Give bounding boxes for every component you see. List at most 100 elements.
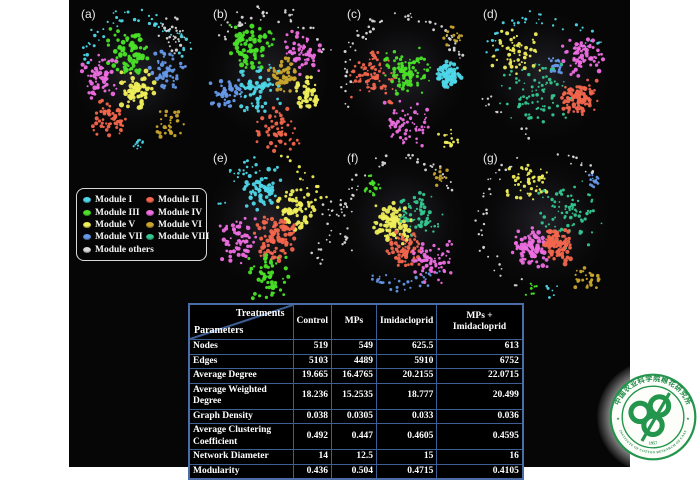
value-cell: 0.036 <box>436 408 524 424</box>
legend-item-label: Module VI <box>158 219 202 230</box>
network-scatter <box>217 154 334 301</box>
cotton-flower-monogram-icon <box>628 392 672 442</box>
value-cell: 5103 <box>292 353 332 369</box>
legend-swatch-icon <box>83 246 91 253</box>
value-cell: 19.665 <box>292 368 332 384</box>
panel-label-e: (e) <box>213 151 228 165</box>
panel-label-g: (g) <box>483 151 498 165</box>
legend-item-label: Module VII <box>95 232 143 243</box>
value-cell: 15 <box>375 449 438 465</box>
value-cell: 549 <box>331 339 377 355</box>
panel-label-a: (a) <box>81 7 96 21</box>
logo-star-left-icon: ★ <box>616 416 620 421</box>
value-cell: 0.492 <box>292 423 332 450</box>
value-cell: 0.4605 <box>375 423 438 450</box>
legend-item: Module III <box>83 206 145 218</box>
value-cell: 0.504 <box>331 463 377 480</box>
value-cell: 0.436 <box>292 463 332 480</box>
value-cell: 5910 <box>375 353 438 369</box>
value-cell: 16 <box>436 449 524 465</box>
network-table: Treatments Parameters Control MPs Imidac… <box>188 303 524 480</box>
column-header-mps-imidacloprid: MPs + Imidacloprid <box>436 303 524 340</box>
parameter-cell: Average Clustering Coefficient <box>188 423 294 450</box>
logo-emblem-icon: 中国农业科学院棉花研究所 INSTITUTE OF COTTON RESEARC… <box>609 373 697 461</box>
network-scatter <box>335 153 454 293</box>
value-cell: 0.4595 <box>436 423 524 450</box>
value-cell: 0.038 <box>292 408 332 424</box>
legend-item-label: Module III <box>95 207 140 218</box>
legend-item: Module I <box>83 194 145 206</box>
table-body: Nodes 519 549 625.5 613 Edges 5103 4489 5910 6752… <box>188 339 524 480</box>
parameter-cell: Network Diameter <box>188 449 294 465</box>
value-cell: 12.5 <box>331 449 377 465</box>
logo-star-right-icon: ★ <box>686 416 690 421</box>
corner-label-parameters: Parameters <box>194 324 244 336</box>
panel-label-f: (f) <box>347 151 359 165</box>
value-cell: 0.033 <box>375 408 438 424</box>
legend-item: Module II <box>146 194 209 206</box>
network-panel-e: (e) <box>201 148 335 301</box>
legend-item-label: Module I <box>95 195 133 206</box>
table-row: Graph Density 0.038 0.0305 0.033 0.036 <box>188 408 524 424</box>
value-cell: 16.4765 <box>331 368 377 384</box>
network-panel-c: (c) <box>335 4 471 148</box>
corner-label-treatments: Treatments <box>235 308 285 319</box>
parameter-cell: Modularity <box>188 463 294 480</box>
legend-item-label: Module VIII <box>158 232 210 243</box>
legend-items: Module I Module II Module III Module IV Modu… <box>83 194 209 256</box>
parameter-cell: Graph Density <box>188 408 294 424</box>
legend-item-label: Module others <box>95 244 154 255</box>
parameter-cell: Average Weighted Degree <box>188 382 294 410</box>
value-cell: 14 <box>292 449 332 465</box>
parameter-cell: Average Degree <box>188 368 294 384</box>
legend-item: Module others <box>83 244 154 256</box>
legend-item-label: Module V <box>95 219 136 230</box>
legend-swatch-icon <box>146 209 154 216</box>
network-scatter <box>208 5 332 153</box>
table-row: Network Diameter 14 12.5 15 16 <box>188 449 524 465</box>
value-cell: 0.0305 <box>331 408 377 424</box>
value-cell: 20.2155 <box>375 368 438 384</box>
value-cell: 15.2535 <box>331 382 377 410</box>
value-cell: 0.4715 <box>375 463 438 480</box>
value-cell: 625.5 <box>375 339 438 355</box>
panel-label-c: (c) <box>347 7 361 21</box>
value-cell: 0.447 <box>331 423 377 450</box>
value-cell: 18.777 <box>375 382 438 410</box>
network-scatter <box>79 8 193 150</box>
legend-item-label: Module II <box>158 195 199 206</box>
network-panel-d: (d) <box>471 4 617 146</box>
table-header-row: Treatments Parameters Control MPs Imidac… <box>188 303 524 340</box>
value-cell: 519 <box>292 339 332 355</box>
legend: Module I Module II Module III Module IV Modu… <box>76 188 209 261</box>
value-cell: 6752 <box>436 353 524 369</box>
legend-swatch-icon <box>83 234 91 241</box>
logo-year: 1957 <box>649 441 657 446</box>
column-header-imidacloprid: Imidacloprid <box>375 303 438 340</box>
table-row: Average Weighted Degree 18.236 15.2535 18.7… <box>188 382 524 410</box>
legend-swatch-icon <box>146 197 154 204</box>
legend-swatch-icon <box>146 221 154 228</box>
legend-swatch-icon <box>83 197 91 204</box>
value-cell: 20.499 <box>436 382 524 410</box>
legend-swatch-icon <box>83 209 91 216</box>
value-cell: 22.0715 <box>436 368 524 384</box>
panel-label-b: (b) <box>213 7 228 21</box>
column-header-mps: MPs <box>331 303 377 340</box>
table-container: Treatments Parameters Control MPs Imidac… <box>188 303 524 480</box>
network-scatter <box>474 153 603 299</box>
network-panel-g: (g) <box>471 148 617 299</box>
figure-background: (a) (b) (c) (d) (e) (f) (g) Module I Modu… <box>69 0 630 480</box>
institute-logo: 中国农业科学院棉花研究所 INSTITUTE OF COTTON RESEARC… <box>597 361 700 473</box>
table-row: Average Clustering Coefficient 0.492 0.447… <box>188 423 524 450</box>
panel-label-d: (d) <box>483 7 498 21</box>
table-corner-cell: Treatments Parameters <box>188 303 294 340</box>
legend-item: Module V <box>83 219 145 231</box>
parameter-cell: Edges <box>188 353 294 369</box>
value-cell: 4489 <box>331 353 377 369</box>
network-panel-a: (a) <box>69 4 201 150</box>
table-row: Modularity 0.436 0.504 0.4715 0.4105 <box>188 463 524 480</box>
value-cell: 613 <box>436 339 524 355</box>
network-scatter <box>340 12 465 148</box>
network-panel-f: (f) <box>335 148 471 296</box>
